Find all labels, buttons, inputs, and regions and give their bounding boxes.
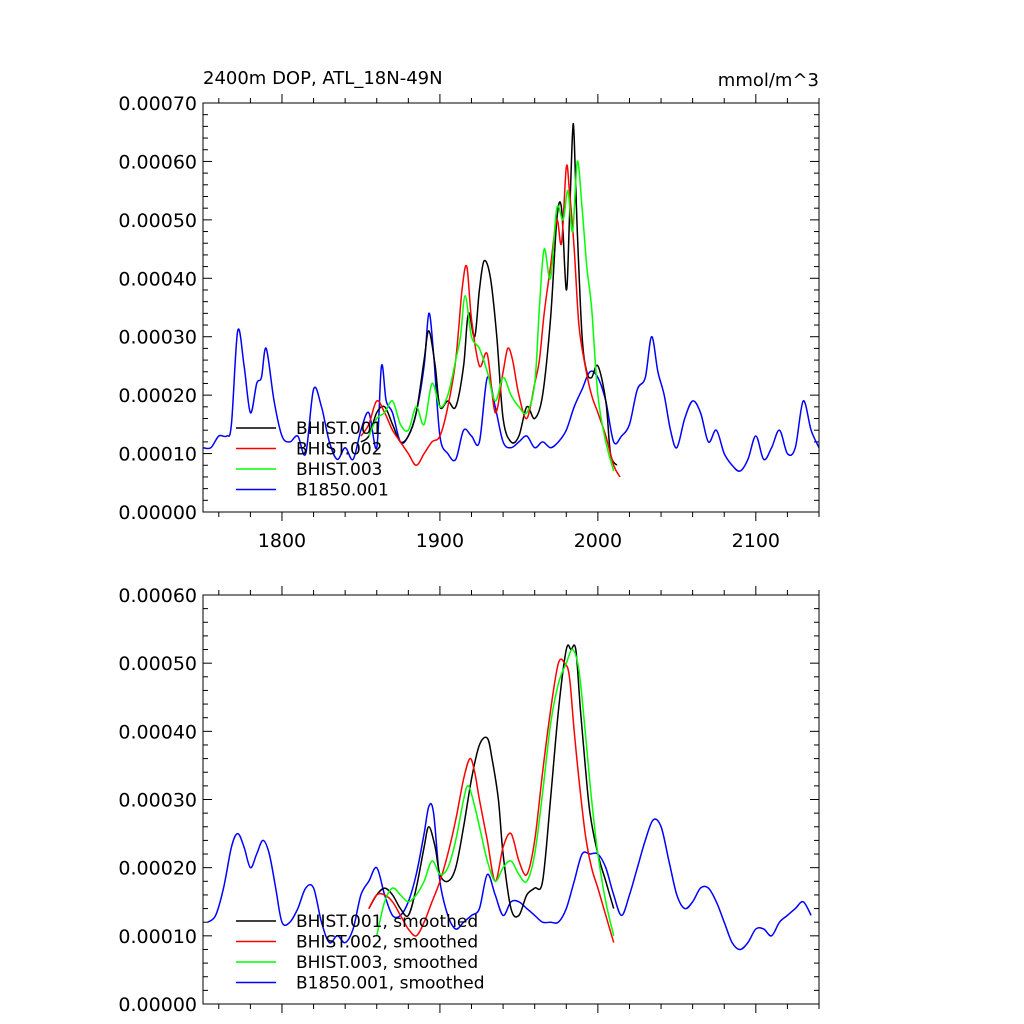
x-tick-labels-top: 1800 1900 2000 2100 [258, 530, 780, 552]
series-lines-top [202, 122, 820, 478]
y-tick-labels-top: 0.00000 0.00010 0.00020 0.00030 0.00040 0.000… [118, 93, 197, 524]
plot-frame-top [202, 102, 820, 513]
series-line [368, 160, 615, 472]
series-lines-bottom [207, 644, 812, 951]
legend-label: BHIST.002, smoothed [296, 933, 478, 953]
y-tick-label: 0.00050 [118, 653, 197, 675]
y-tick-label: 0.00060 [118, 585, 197, 607]
chart-title: 2400m DOP, ATL_18N-49N [203, 68, 443, 89]
y-tick-label: 0.00070 [118, 93, 197, 115]
units-label: mmol/m^3 [718, 70, 819, 91]
y-tick-labels-bottom: 0.00000 0.00010 0.00020 0.00030 0.00040 0.000… [118, 585, 197, 1016]
x-tick-label: 2000 [574, 530, 622, 552]
y-tick-label: 0.00030 [118, 790, 197, 812]
series-line [207, 802, 812, 951]
x-tick-label: 2100 [732, 530, 780, 552]
series-line [368, 644, 615, 918]
y-tick-label: 0.00020 [118, 858, 197, 880]
legend-label: BHIST.001, smoothed [296, 912, 478, 932]
panel-top: 2400m DOP, ATL_18N-49N mmol/m^3 0.000000… [118, 68, 820, 552]
legend-label: B1850.001 [296, 481, 389, 501]
tick-marks-top [203, 94, 820, 521]
legend-label: BHIST.001 [296, 419, 382, 439]
y-tick-label: 0.00020 [118, 385, 197, 407]
y-tick-label: 0.00000 [118, 994, 197, 1016]
y-tick-label: 0.00050 [118, 210, 197, 232]
x-tick-label: 1800 [258, 530, 306, 552]
series-line [360, 164, 621, 478]
plot-frame-bottom [202, 594, 820, 1005]
series-line [360, 122, 618, 466]
y-tick-label: 0.00060 [118, 151, 197, 173]
y-tick-label: 0.00000 [118, 502, 197, 524]
series-line [202, 312, 820, 472]
panel-bottom: 0.00000 0.00010 0.00020 0.00030 0.00040 0.000… [118, 585, 820, 1016]
legend-label: BHIST.002 [296, 440, 382, 460]
legend-label: BHIST.003, smoothed [296, 953, 478, 973]
y-tick-label: 0.00010 [118, 926, 197, 948]
y-tick-label: 0.00010 [118, 444, 197, 466]
x-tick-label: 1900 [416, 530, 464, 552]
y-tick-label: 0.00030 [118, 327, 197, 349]
series-line [375, 648, 615, 936]
y-tick-label: 0.00040 [118, 721, 197, 743]
y-tick-label: 0.00040 [118, 268, 197, 290]
legend-label: BHIST.003 [296, 460, 382, 480]
legend-label: B1850.001, smoothed [296, 974, 485, 994]
